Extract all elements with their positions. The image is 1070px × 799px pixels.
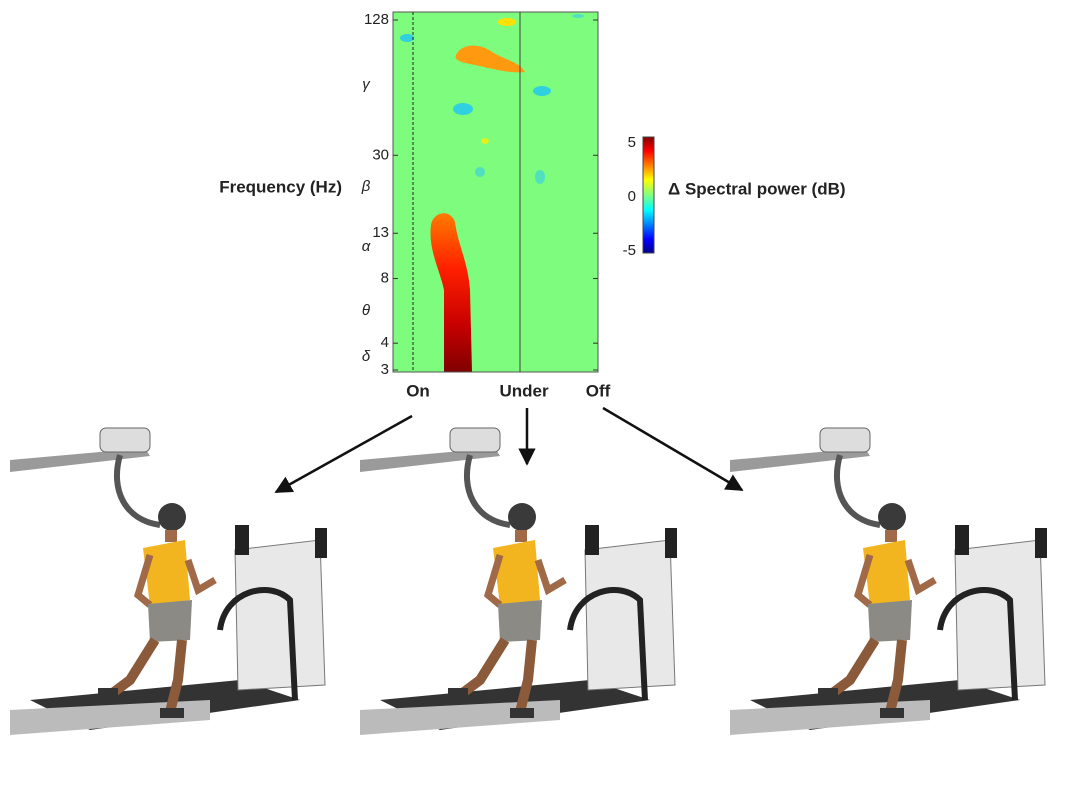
heatmap	[393, 12, 598, 372]
y-tick-label: 30	[372, 146, 389, 163]
colorbar-tick-label: 5	[628, 134, 636, 151]
band-label: δ	[362, 348, 371, 365]
y-tick-label: 3	[381, 361, 389, 378]
arrow	[603, 408, 742, 490]
blob	[498, 18, 516, 26]
blob	[572, 14, 584, 18]
figure: 3 4 8 13 30 128 γ β α θ δ On Under Off -5 0 5 Frequency …	[0, 0, 1070, 794]
blob	[400, 34, 414, 42]
blob	[481, 138, 489, 144]
colorbar-tick-label: 0	[628, 188, 636, 205]
y-tick-label: 8	[381, 270, 389, 287]
runner-illustration	[360, 428, 677, 735]
band-label: γ	[362, 76, 371, 93]
colorbar	[643, 137, 654, 253]
y-tick-label: 128	[364, 11, 389, 28]
runner-illustration	[730, 428, 1047, 735]
blob	[475, 167, 485, 177]
band-label: α	[362, 238, 371, 255]
x-tick-label: On	[406, 381, 430, 400]
band-label: θ	[362, 302, 370, 319]
colorbar-label: Δ Spectral power (dB)	[668, 179, 846, 198]
runner-illustration	[10, 428, 327, 735]
blob	[535, 170, 545, 184]
colorbar-tick-label: -5	[623, 242, 636, 259]
x-tick-label: Off	[586, 381, 611, 400]
band-label: β	[361, 178, 371, 195]
arrow	[276, 416, 412, 492]
blob	[453, 103, 473, 115]
y-tick-label: 13	[372, 224, 389, 241]
blob	[533, 86, 551, 96]
y-axis-label: Frequency (Hz)	[219, 177, 342, 196]
y-tick-label: 4	[381, 334, 389, 351]
x-tick-label: Under	[499, 381, 549, 400]
